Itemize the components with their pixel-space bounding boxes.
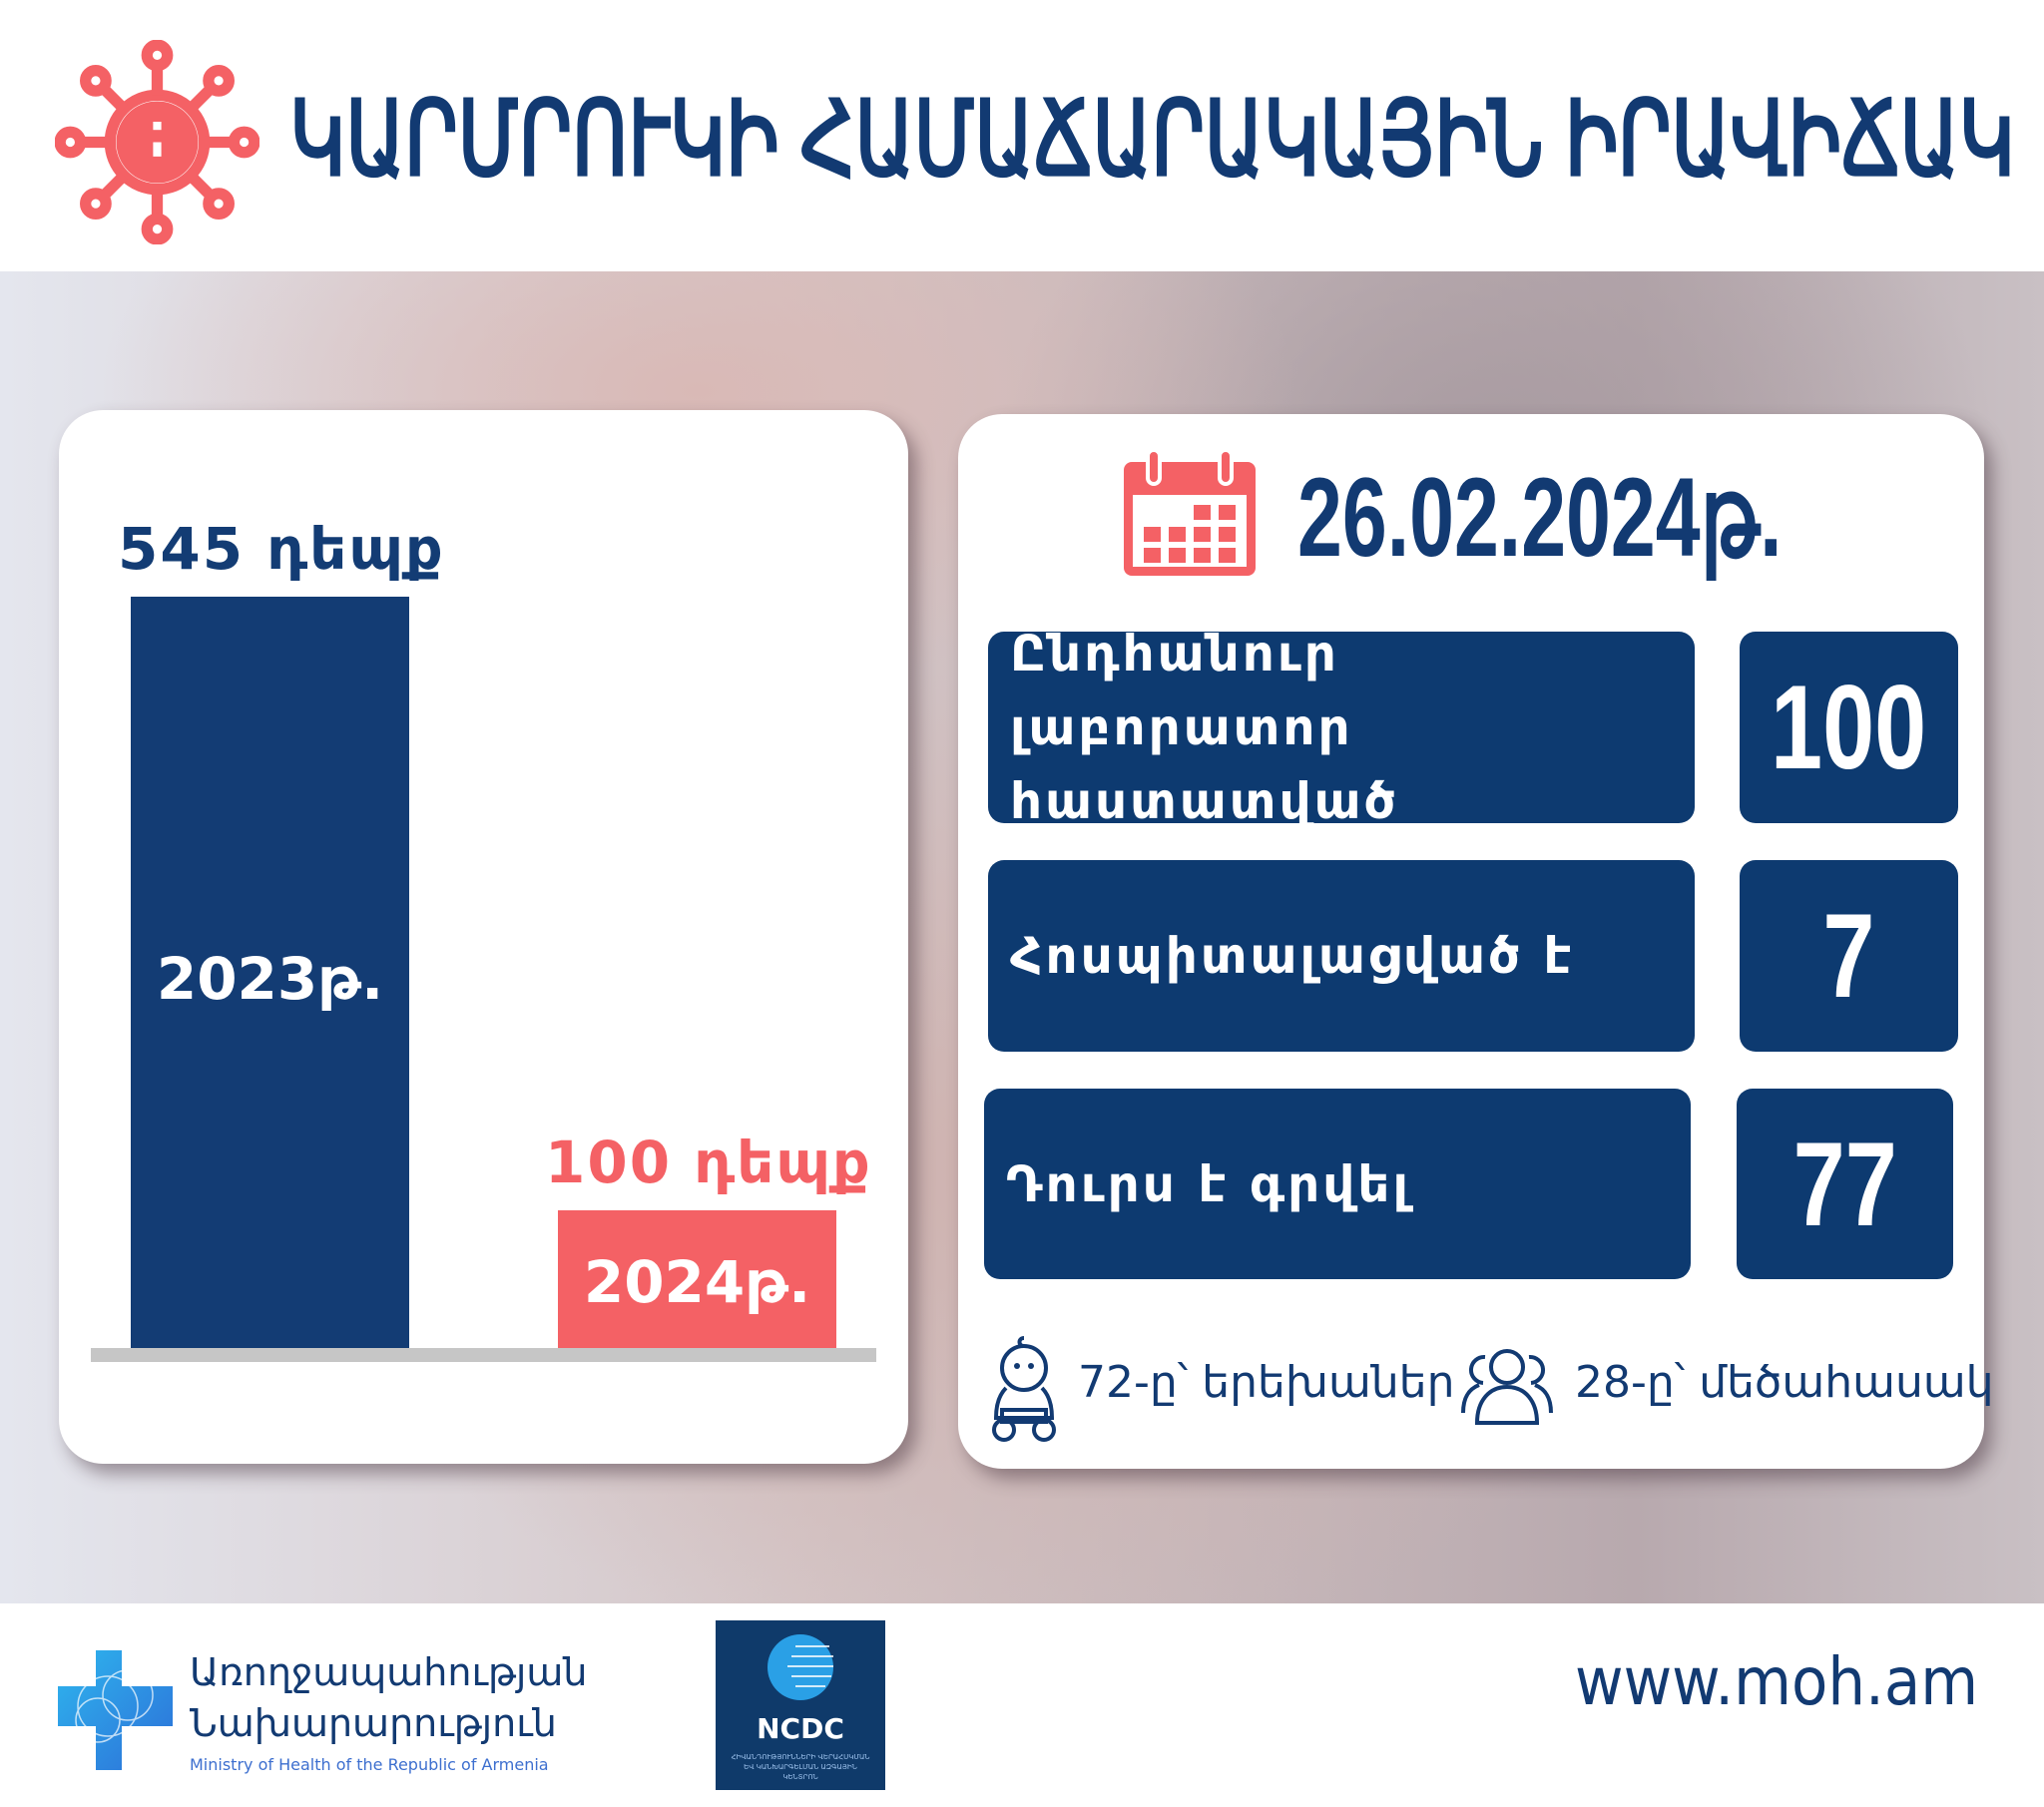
stat-value-text: 7	[1822, 889, 1875, 1023]
bar-chart-card: 545 դեպք 100 դեպք 2023թ. 2024թ.	[59, 410, 908, 1464]
value-label-2023: 545 դեպք	[118, 515, 445, 583]
ministry-name-line2: Նախարարություն	[190, 1701, 557, 1745]
ncdc-subtitle: ՀԻՎԱՆԴՈՒԹՅՈՒՆՆԵՐԻ ՎԵՐԱՀՍԿՄԱՆ ԵՎ ԿԱՆԽԱՐԳԵ…	[731, 1753, 870, 1781]
ministry-logo-icon	[58, 1650, 173, 1770]
stat-value-confirmed: 100	[1740, 632, 1958, 823]
ministry-name-en: Ministry of Health of the Republic of Ar…	[190, 1755, 549, 1774]
stat-value-text: 77	[1792, 1117, 1897, 1251]
children-count: 72-ը՝ երեխաներ	[1078, 1357, 1455, 1408]
ncdc-logo: NCDC ՀԻՎԱՆԴՈՒԹՅՈՒՆՆԵՐԻ ՎԵՐԱՀՍԿՄԱՆ ԵՎ ԿԱՆ…	[716, 1620, 885, 1790]
stat-label-discharged: Դուրս է գրվել	[984, 1089, 1691, 1279]
bar-2024	[558, 1209, 836, 1348]
category-label-2024: 2024թ.	[583, 1248, 811, 1317]
header: ԿԱՐՄՐՈՒԿԻ ՀԱՄԱՃԱՐԱԿԱՅԻՆ ԻՐԱՎԻՃԱԿ	[0, 0, 2044, 271]
stat-value-text: 100	[1771, 661, 1927, 794]
bar-2023	[131, 597, 409, 1348]
value-label-2024: 100 դեպք	[545, 1128, 872, 1196]
stats-card: 26.02.2024թ. Ընդհանուր լաբորատոր հաստատվ…	[958, 414, 1994, 1469]
group-icon	[1461, 1349, 1553, 1425]
stat-value-hospitalized: 7	[1740, 860, 1958, 1052]
calendar-icon	[1124, 450, 1256, 576]
page-title: ԿԱՐՄՐՈՒԿԻ ՀԱՄԱՃԱՐԱԿԱՅԻՆ ԻՐԱՎԻՃԱԿ	[289, 82, 2015, 198]
bar-chart: 545 դեպք 100 դեպք 2023թ. 2024թ.	[59, 410, 908, 1464]
ncdc-label: NCDC	[757, 1712, 844, 1745]
adults-count: 28-ը՝ մեծահասակ	[1575, 1357, 1994, 1408]
report-date: 26.02.2024թ.	[1297, 455, 1783, 580]
stat-value-discharged: 77	[1737, 1089, 1953, 1279]
baby-icon	[992, 1336, 1056, 1442]
footer: Առողջապահության Նախարարություն Ministry …	[0, 1603, 2044, 1807]
category-label-2023: 2023թ.	[156, 945, 384, 1014]
stat-label-confirmed: Ընդհանուր լաբորատոր հաստատված	[988, 625, 1695, 830]
stat-label-hospitalized: Հոսպիտալացված է	[988, 860, 1695, 1052]
globe-icon	[767, 1634, 833, 1700]
virus-icon	[55, 40, 259, 244]
baseline	[91, 1348, 876, 1362]
website-link[interactable]: www.moh.am	[1575, 1643, 1979, 1720]
ministry-name-line1: Առողջապահության	[190, 1650, 588, 1694]
